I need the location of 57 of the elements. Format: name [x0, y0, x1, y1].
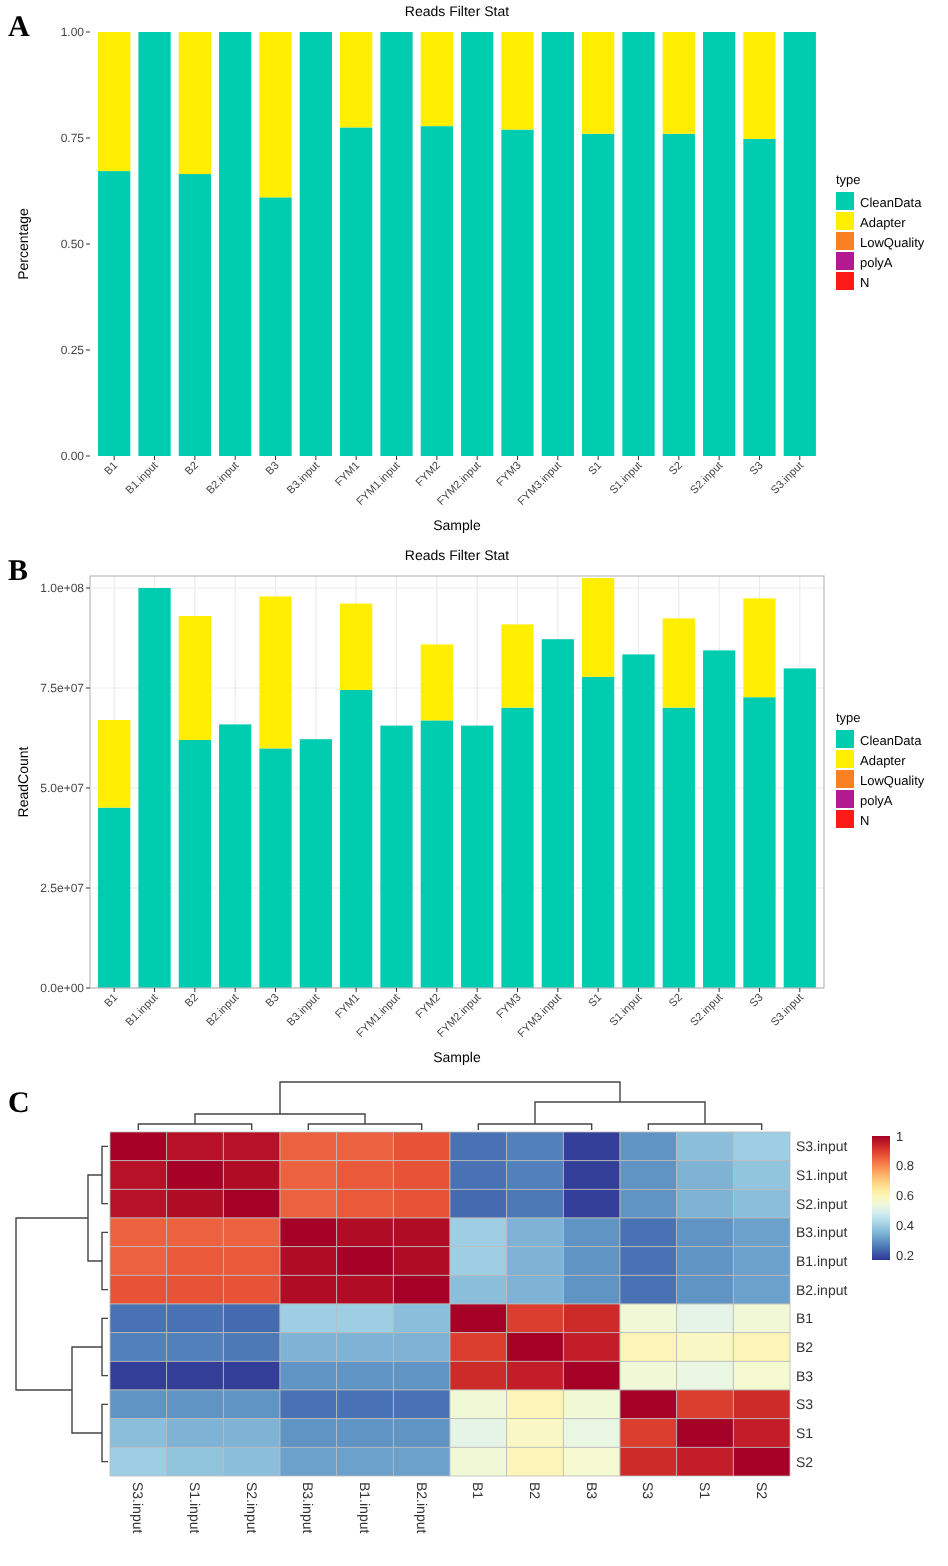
bar: [219, 724, 252, 988]
bar: [259, 748, 292, 988]
bar: [98, 807, 131, 988]
bar: [662, 707, 695, 988]
bar: [501, 624, 534, 708]
bar: [743, 138, 776, 456]
bar: [98, 720, 131, 808]
bar: [138, 588, 171, 988]
bar: [98, 171, 131, 456]
bar: [380, 32, 413, 456]
bar: [622, 32, 655, 456]
bar: [380, 725, 413, 988]
text: C: [8, 1088, 30, 1120]
bar: [703, 32, 736, 456]
bar: [501, 129, 534, 456]
bar: [743, 598, 776, 698]
text: A: [8, 12, 30, 44]
bar: [340, 690, 373, 988]
bar: [178, 32, 211, 175]
bar: [178, 616, 211, 740]
bar: [420, 126, 453, 456]
bar: [420, 720, 453, 988]
bar: [461, 725, 494, 988]
bar: [783, 32, 816, 456]
bar: [582, 676, 615, 988]
bar: [340, 127, 373, 456]
bar: [420, 644, 453, 721]
bar: [582, 133, 615, 456]
bar: [662, 32, 695, 134]
bar: [743, 697, 776, 988]
bar: [501, 707, 534, 988]
bar: [461, 32, 494, 456]
bar: [541, 32, 574, 456]
bar: [299, 32, 332, 456]
bar: [420, 32, 453, 127]
bar: [259, 197, 292, 456]
bar: [299, 739, 332, 988]
text: B: [8, 556, 29, 588]
bar: [259, 596, 292, 749]
bar: [340, 603, 373, 690]
bar: [178, 174, 211, 456]
bar: [178, 740, 211, 988]
bar: [259, 32, 292, 198]
bar: [622, 654, 655, 988]
bar: [541, 639, 574, 988]
bar: [582, 578, 615, 677]
bar: [138, 32, 171, 456]
bar: [340, 32, 373, 128]
bar: [703, 650, 736, 988]
bar: [219, 32, 252, 456]
bar: [662, 618, 695, 708]
bar: [582, 32, 615, 134]
bar: [98, 32, 131, 172]
bar: [662, 133, 695, 456]
bar: [783, 668, 816, 988]
bar: [501, 32, 534, 130]
bar: [743, 32, 776, 139]
